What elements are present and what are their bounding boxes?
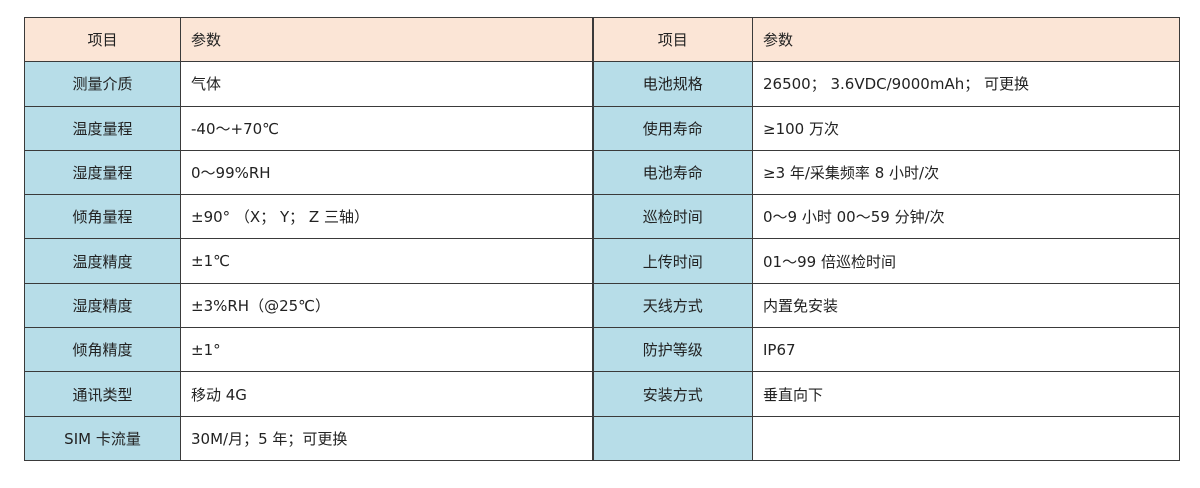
spec-key: 上传时间 [591, 238, 753, 284]
spec-key: 电池寿命 [591, 149, 753, 196]
spec-value: ≥100 万次 [752, 105, 1180, 151]
header-item: 项目 [591, 16, 753, 63]
spec-value: ±3%RH（@25℃） [180, 282, 593, 329]
spec-key: 安装方式 [591, 371, 753, 417]
spec-key: 电池规格 [591, 61, 753, 107]
header-param: 参数 [180, 16, 593, 63]
spec-value: 垂直向下 [752, 371, 1180, 417]
table-row: SIM 卡流量 30M/月；5 年；可更换 [24, 415, 1180, 461]
spec-key: 使用寿命 [591, 105, 753, 151]
spec-key [591, 415, 753, 461]
spec-value: IP67 [752, 327, 1180, 373]
spec-key: 温度量程 [24, 105, 181, 151]
spec-key: 通讯类型 [24, 371, 181, 417]
table-header-row: 项目 参数 项目 参数 [24, 16, 1180, 63]
spec-value: ≥3 年/采集频率 8 小时/次 [752, 149, 1180, 196]
header-item: 项目 [24, 16, 181, 63]
spec-key: 湿度量程 [24, 149, 181, 196]
spec-value: ±1℃ [180, 238, 593, 284]
spec-value: 移动 4G [180, 371, 593, 417]
spec-table: 项目 参数 项目 参数 测量介质 气体 电池规格 26500； 3.6VDC/9000… [24, 16, 1180, 461]
header-param: 参数 [752, 16, 1180, 63]
spec-value: -40～+70℃ [180, 105, 593, 151]
spec-key: 倾角量程 [24, 194, 181, 240]
table-row: 通讯类型 移动 4G 安装方式 垂直向下 [24, 371, 1180, 417]
spec-value: 01～99 倍巡检时间 [752, 238, 1180, 284]
spec-value: ±90° （X； Y； Z 三轴） [180, 194, 593, 240]
spec-value: 30M/月；5 年；可更换 [180, 415, 593, 461]
table-row: 湿度精度 ±3%RH（@25℃） 天线方式 内置免安装 [24, 282, 1180, 329]
table-row: 倾角精度 ±1° 防护等级 IP67 [24, 327, 1180, 373]
table-row: 测量介质 气体 电池规格 26500； 3.6VDC/9000mAh； 可更换 [24, 61, 1180, 107]
table-row: 温度量程 -40～+70℃ 使用寿命 ≥100 万次 [24, 105, 1180, 151]
spec-value: 气体 [180, 61, 593, 107]
spec-value: 内置免安装 [752, 282, 1180, 329]
spec-key: SIM 卡流量 [24, 415, 181, 461]
spec-value: 0～99%RH [180, 149, 593, 196]
table-row: 倾角量程 ±90° （X； Y； Z 三轴） 巡检时间 0～9 小时 00～59 分钟… [24, 194, 1180, 240]
spec-key: 倾角精度 [24, 327, 181, 373]
spec-key: 天线方式 [591, 282, 753, 329]
spec-key: 防护等级 [591, 327, 753, 373]
spec-key: 湿度精度 [24, 282, 181, 329]
spec-value: 26500； 3.6VDC/9000mAh； 可更换 [752, 61, 1180, 107]
spec-value: ±1° [180, 327, 593, 373]
spec-value [752, 415, 1180, 461]
table-row: 温度精度 ±1℃ 上传时间 01～99 倍巡检时间 [24, 238, 1180, 284]
spec-key: 温度精度 [24, 238, 181, 284]
spec-key: 巡检时间 [591, 194, 753, 240]
table-row: 湿度量程 0～99%RH 电池寿命 ≥3 年/采集频率 8 小时/次 [24, 149, 1180, 196]
spec-key: 测量介质 [24, 61, 181, 107]
spec-value: 0～9 小时 00～59 分钟/次 [752, 194, 1180, 240]
